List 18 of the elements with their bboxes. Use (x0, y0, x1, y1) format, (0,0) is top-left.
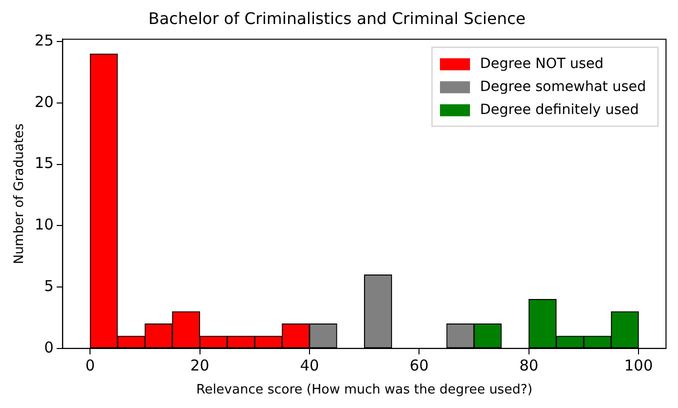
x-tick-label: 40 (300, 356, 320, 374)
y-tick-label: 5 (44, 276, 54, 295)
x-tick-label: 60 (410, 356, 429, 374)
y-axis-title: Number of Graduates (12, 123, 28, 264)
x-tick-label: 20 (190, 356, 210, 374)
y-tick-label: 20 (34, 92, 54, 111)
chart-title: Bachelor of Criminalistics and Criminal Science (148, 8, 526, 28)
y-tick-label: 10 (34, 216, 54, 234)
legend-label: Degree somewhat used (480, 78, 646, 95)
x-tick-label: 0 (85, 356, 95, 374)
legend-label: Degree definitely used (480, 102, 639, 118)
y-tick-label: 0 (44, 338, 54, 356)
legend-label: Degree NOT used (480, 56, 604, 72)
x-tick-label: 80 (519, 356, 538, 374)
x-axis-title: Relevance score (How much was the degree used?) (196, 382, 532, 398)
y-tick-label: 25 (34, 32, 54, 50)
y-tick-label: 15 (34, 154, 54, 172)
x-tick-label: 100 (624, 356, 653, 374)
